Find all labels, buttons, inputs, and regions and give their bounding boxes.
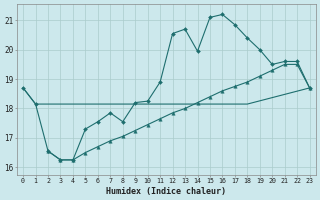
X-axis label: Humidex (Indice chaleur): Humidex (Indice chaleur)	[106, 187, 226, 196]
